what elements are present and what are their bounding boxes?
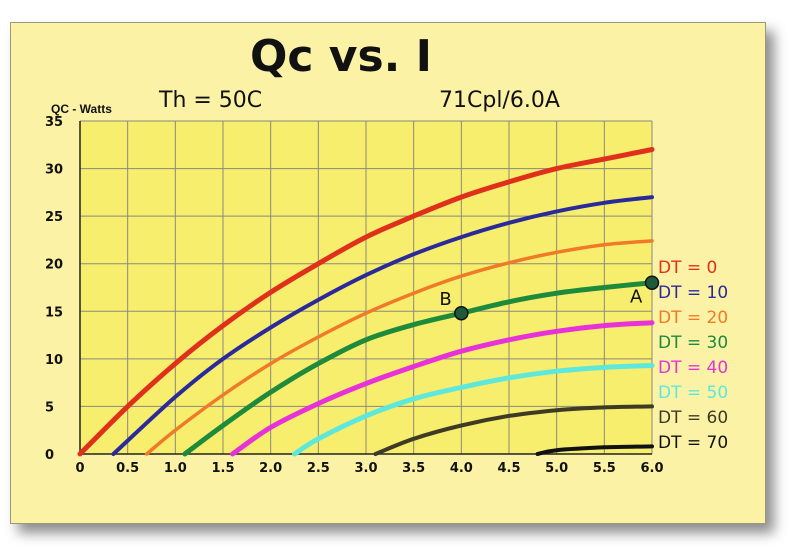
point-label-a: A	[630, 287, 643, 308]
x-tick-label: 5.5	[593, 461, 616, 476]
x-tick-label: 2.5	[307, 461, 330, 476]
chart-svg: Qc vs. I Th = 50C 71Cpl/6.0A QC - Watts …	[45, 31, 728, 476]
legend-item-dt-70: DT = 70	[658, 433, 728, 453]
legend-item-dt-30: DT = 30	[658, 333, 728, 353]
y-tick-label: 5	[45, 400, 54, 415]
series-line-dt-60	[373, 404, 654, 456]
x-tick-label: 4.5	[497, 461, 520, 476]
y-axis-label: QC - Watts	[51, 102, 112, 116]
series-line-dt-30	[182, 280, 655, 457]
x-tick-label: 3.0	[354, 461, 377, 476]
legend-item-dt-20: DT = 20	[658, 308, 728, 328]
legend-item-dt-0: DT = 0	[658, 258, 717, 278]
series-line-dt-50	[292, 363, 655, 457]
legend-item-dt-10: DT = 10	[658, 283, 728, 303]
point-b	[454, 305, 469, 321]
chart-card: Qc vs. I Th = 50C 71Cpl/6.0A QC - Watts …	[10, 22, 766, 524]
y-tick-label: 20	[45, 258, 63, 273]
point-label-b: B	[439, 289, 451, 310]
series-line-dt-20	[144, 239, 654, 456]
chart-title: Qc vs. I	[250, 31, 432, 82]
y-tick-label: 35	[45, 115, 63, 130]
series-line-dt-10	[111, 195, 654, 456]
y-tick-label: 30	[45, 163, 63, 178]
series-line-dt-40	[230, 320, 655, 457]
x-tick-label: 1.0	[164, 461, 187, 476]
series-line-dt-0	[77, 147, 655, 457]
x-tick-label: 5.0	[545, 461, 568, 476]
series-line-dt-70	[535, 444, 654, 456]
legend: DT = 0 DT = 10 DT = 20 DT = 30 DT = 40 DT = 5…	[658, 258, 728, 453]
chart-subtitle-right: 71Cpl/6.0A	[439, 88, 560, 113]
x-tick-label: 4.0	[450, 461, 473, 476]
point-a	[644, 275, 660, 290]
y-tick-label: 25	[45, 210, 63, 225]
legend-item-dt-40: DT = 40	[658, 358, 728, 378]
x-tick-label: 3.5	[402, 461, 425, 476]
x-tick-label: 0.5	[116, 461, 139, 476]
y-tick-label: 10	[45, 353, 63, 368]
y-tick-label: 15	[45, 305, 63, 320]
legend-item-dt-60: DT = 60	[658, 408, 728, 428]
x-tick-label: 0	[75, 461, 84, 476]
legend-item-dt-50: DT = 50	[658, 383, 728, 403]
annotation-points: AB	[439, 275, 660, 321]
chart-subtitle-left: Th = 50C	[158, 88, 262, 113]
tick-labels: 0 0.5 1.0 1.5 2.0 2.5 3.0 3.5 4.0 4.5 5.0 5.5 6.0 0 5 1…	[45, 115, 664, 476]
x-tick-label: 1.5	[211, 461, 234, 476]
x-tick-label: 6.0	[640, 461, 663, 476]
series-lines	[77, 147, 655, 457]
y-tick-label: 0	[45, 448, 54, 463]
x-tick-label: 2.0	[259, 461, 282, 476]
axes	[79, 121, 652, 455]
